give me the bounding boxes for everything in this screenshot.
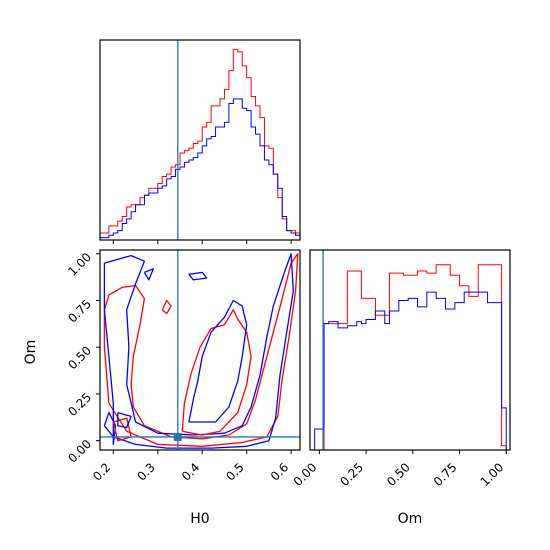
joint-contour-4 <box>161 299 172 315</box>
om-hist-series-0-step-line <box>310 264 507 451</box>
om-marginal-histogram: 0.00 0.25 0.50 0.75 1.00 <box>291 249 511 489</box>
x-axis-label-om: Om <box>398 511 423 527</box>
h0-om-joint-contour-panel: 0.2 0.3 0.4 0.5 0.6 0.00 0.25 0.50 0.75 1.00 <box>65 249 301 484</box>
x-axis-label-h0: H0 <box>190 511 209 527</box>
h0-hist-series-0-step-line <box>99 48 301 240</box>
om-hist-xtick-label-0: 0.00 <box>291 460 320 489</box>
joint-contour-0 <box>103 253 299 447</box>
joint-contour-3 <box>188 299 248 423</box>
om-hist-frame <box>309 249 511 451</box>
y-axis-label-om: Om <box>23 340 39 365</box>
joint-ytick-label-3: 0.75 <box>65 297 94 326</box>
axis-labels: H0 Om Om <box>23 340 422 527</box>
joint-ytick-label-1: 0.25 <box>65 390 94 419</box>
joint-xtick-label-2: 0.4 <box>179 460 202 483</box>
h0-hist-frame <box>99 39 301 241</box>
joint-contour-1 <box>103 253 294 449</box>
om-hist-series-1-step-line <box>310 291 507 451</box>
joint-xtick-label-0: 0.2 <box>90 460 113 483</box>
h0-hist-series-1-step-line <box>99 98 301 240</box>
h0-marginal-histogram <box>99 39 301 244</box>
joint-frame <box>99 249 301 451</box>
joint-ytick-label-0: 0.00 <box>65 437 94 466</box>
om-hist-xtick-label-1: 0.25 <box>337 460 366 489</box>
om-hist-xtick-label-4: 1.00 <box>478 460 507 489</box>
joint-contour-5 <box>188 271 208 281</box>
joint-xtick-label-4: 0.6 <box>268 460 291 483</box>
joint-contour-2 <box>181 309 252 436</box>
joint-xtick-label-1: 0.3 <box>134 460 157 483</box>
joint-contour-6 <box>143 268 154 281</box>
joint-ytick-label-4: 1.00 <box>65 250 94 279</box>
joint-contour-8 <box>117 411 132 429</box>
om-hist-xtick-label-2: 0.50 <box>384 460 413 489</box>
joint-xtick-label-3: 0.5 <box>223 460 246 483</box>
joint-ytick-label-2: 0.50 <box>65 343 94 372</box>
joint-reference-point <box>173 432 182 441</box>
om-hist-xtick-label-3: 0.75 <box>431 460 460 489</box>
